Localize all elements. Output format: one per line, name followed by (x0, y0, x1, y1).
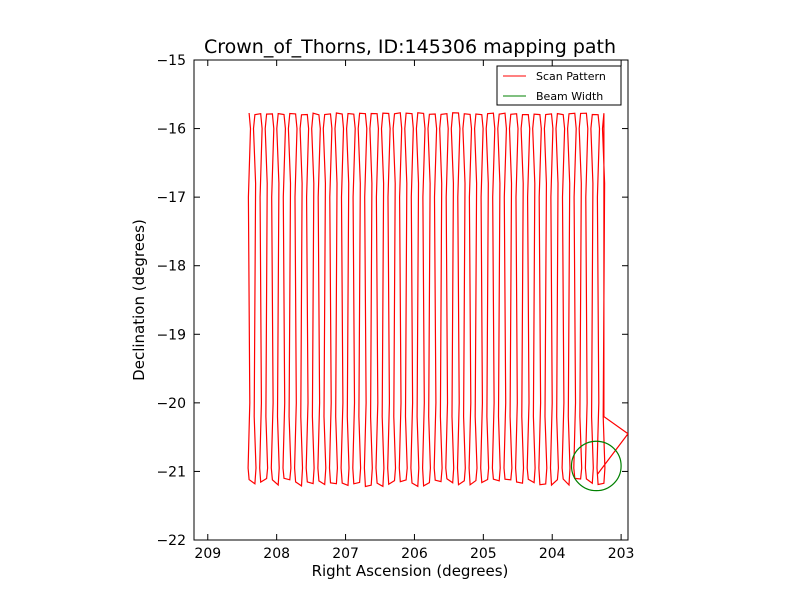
beam-width-series (570, 440, 622, 492)
legend-label-scan-pattern: Scan Pattern (536, 70, 606, 83)
legend-label-beam-width: Beam Width (536, 90, 603, 103)
x-tick-label: 208 (263, 546, 290, 562)
y-tick-label: −21 (156, 464, 186, 480)
y-tick-label: −22 (156, 533, 186, 549)
x-axis: 209 208 207 206 205 204 203 (194, 60, 634, 562)
y-axis-label: Declination (degrees) (130, 219, 148, 381)
beam-width-circle (570, 440, 622, 492)
scan-pattern-series (247, 112, 628, 488)
y-tick-label: −20 (156, 396, 186, 412)
y-tick-label: −15 (156, 53, 186, 69)
y-tick-label: −19 (156, 327, 186, 343)
chart-title: Crown_of_Thorns, ID:145306 mapping path (204, 36, 616, 58)
x-tick-label: 207 (332, 546, 359, 562)
legend-box (496, 65, 622, 106)
x-tick-label: 209 (194, 546, 221, 562)
y-tick-label: −17 (156, 190, 186, 206)
x-axis-label: Right Ascension (degrees) (312, 562, 509, 580)
y-tick-label: −16 (156, 122, 186, 138)
x-tick-label: 205 (470, 546, 497, 562)
legend: Scan Pattern Beam Width (496, 65, 622, 106)
x-tick-label: 204 (539, 546, 566, 562)
y-tick-label: −18 (156, 259, 186, 275)
x-tick-label: 203 (608, 546, 635, 562)
x-tick-label: 206 (401, 546, 428, 562)
scan-pattern-line (247, 112, 628, 488)
y-axis: −15 −16 −17 −18 −19 −20 −21 −22 (156, 53, 628, 549)
